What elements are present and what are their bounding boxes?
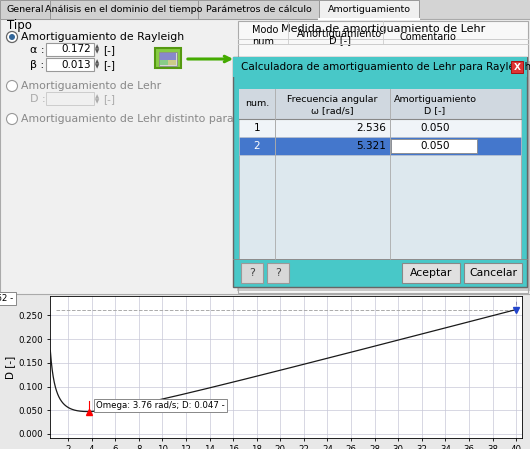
Text: β :: β : [30,60,44,70]
Text: D [-]: D [-] [425,106,446,115]
Text: 5.321: 5.321 [356,141,386,151]
Text: Omega: 40.00 rad/s; D: 0.262 -: Omega: 40.00 rad/s; D: 0.262 - [0,294,14,303]
Text: ▲: ▲ [95,44,99,49]
Text: α :: α : [30,45,45,55]
Bar [241,263,263,283]
Bar [46,43,94,56]
Text: ω [rad/s]: ω [rad/s] [311,106,354,115]
Text: ▲: ▲ [95,60,99,65]
Bar [239,119,521,137]
Text: 0.050: 0.050 [420,141,450,151]
Bar [46,58,94,71]
Bar [159,52,177,66]
Text: 0.050: 0.050 [420,123,450,133]
Text: Comentario: Comentario [400,32,456,42]
Bar [464,263,522,283]
Bar [168,60,176,65]
Bar [267,263,289,283]
Text: Cancelar: Cancelar [469,268,517,278]
Text: [-]: [-] [103,45,115,55]
Text: Amortiguamiento de Lehr: Amortiguamiento de Lehr [21,81,161,91]
Text: 2: 2 [254,141,260,151]
Bar [239,137,521,155]
Text: Análisis en el dominio del tiempo: Análisis en el dominio del tiempo [45,5,202,14]
Text: Modo
num.: Modo num. [252,25,278,47]
Bar [160,53,176,60]
Bar [0,0,50,19]
Bar [238,21,528,293]
Text: ▼: ▼ [95,49,99,54]
Text: Parámetros de cálculo: Parámetros de cálculo [206,5,312,14]
Bar [511,61,523,73]
Text: ?: ? [275,268,281,278]
Bar [46,92,94,105]
Y-axis label: D [-]: D [-] [5,356,15,379]
Text: 0.013: 0.013 [61,60,91,70]
Bar [239,89,521,119]
Text: Amortiguamiento: Amortiguamiento [297,29,383,39]
Text: X: X [514,62,520,71]
Bar [233,57,527,287]
Text: ▼: ▼ [95,65,99,70]
Text: ▲: ▲ [95,94,99,100]
Bar [391,139,477,153]
Text: Amortiguamiento: Amortiguamiento [393,94,476,104]
Circle shape [9,34,15,40]
Bar [198,0,319,19]
Text: Amortiguamiento: Amortiguamiento [328,5,411,14]
Text: 1: 1 [254,123,260,133]
Text: [-]: [-] [103,94,115,104]
Text: Frecuencia angular: Frecuencia angular [287,94,378,104]
Text: Amortiguamiento de Rayleigh: Amortiguamiento de Rayleigh [21,32,184,42]
Text: ▼: ▼ [95,100,99,105]
Text: ?: ? [249,268,255,278]
Bar [233,57,527,77]
Text: Calculadora de amortiguamiento de Lehr para Rayleigh: Calculadora de amortiguamiento de Lehr p… [241,62,530,72]
Circle shape [6,31,17,43]
Text: Tipo: Tipo [7,18,32,31]
Text: General: General [6,5,44,14]
Text: [-]: [-] [103,60,115,70]
Bar [0,0,530,19]
Bar [237,61,530,291]
Bar [239,89,521,259]
Text: D [-]: D [-] [329,35,351,45]
Bar [50,0,198,19]
Text: 2.536: 2.536 [356,123,386,133]
Text: D :: D : [30,94,46,104]
Bar [0,19,530,294]
Bar [402,263,460,283]
Text: Amortiguamiento de Lehr distinto para cada frecuencia.: Amortiguamiento de Lehr distinto para ca… [21,114,327,124]
Circle shape [6,80,17,92]
Bar [319,0,419,19]
Bar [155,48,181,68]
Circle shape [6,114,17,124]
Bar [160,60,168,65]
Text: Medida de amortiguamiento de Lehr: Medida de amortiguamiento de Lehr [281,24,485,34]
Text: Aceptar: Aceptar [410,268,452,278]
Text: Omega: 3.76 rad/s; D: 0.047 -: Omega: 3.76 rad/s; D: 0.047 - [96,401,225,410]
Text: num.: num. [245,100,269,109]
Text: 0.172: 0.172 [61,44,91,54]
